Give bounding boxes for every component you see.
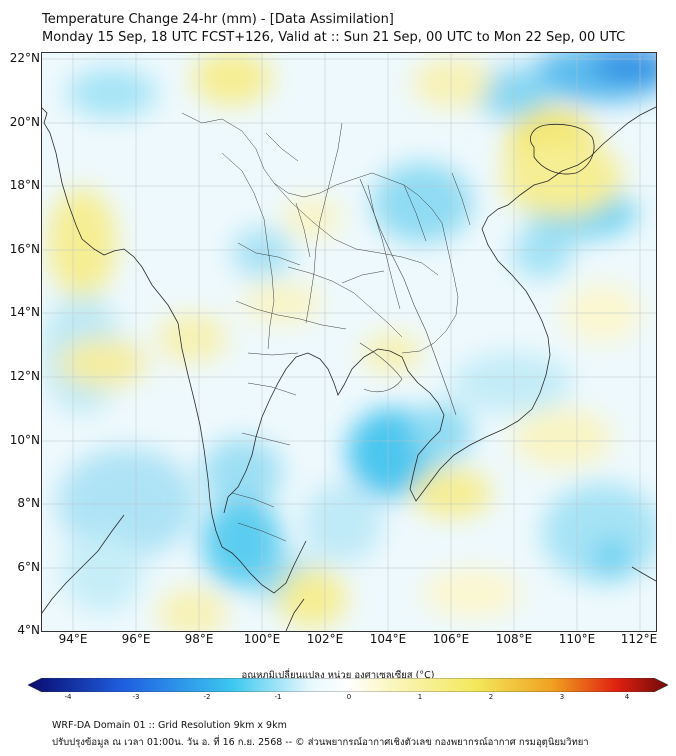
- lat-label: 14°N: [9, 305, 40, 319]
- admin-boundaries: [181, 112, 471, 542]
- chart-title: Temperature Change 24-hr (mm) - [Data As…: [42, 12, 394, 27]
- lat-label: 4°N: [17, 623, 40, 637]
- lon-label: 102°E: [306, 632, 344, 646]
- map-panel[interactable]: [41, 52, 657, 632]
- lon-label: 98°E: [184, 632, 214, 646]
- rivers: [359, 178, 457, 416]
- lat-label: 6°N: [17, 560, 40, 574]
- lon-label: 100°E: [243, 632, 281, 646]
- lon-label: 110°E: [558, 632, 596, 646]
- colorbar-tick-label: 4: [624, 693, 630, 701]
- colorbar-tick-label: 0: [346, 693, 352, 701]
- colorbar-tick-label: 1: [417, 693, 423, 701]
- footer-update-info: ปรับปรุงข้อมูล ณ เวลา 01:00น. วัน อ. ที่…: [52, 737, 589, 748]
- lat-label: 16°N: [9, 242, 40, 256]
- colorbar-title: อุณหภูมิเปลี่ยนแปลง หน่วย องศาเซลเซียส (…: [241, 670, 435, 681]
- chart-subtitle: Monday 15 Sep, 18 UTC FCST+126, Valid at…: [42, 30, 626, 45]
- lon-label: 106°E: [432, 632, 470, 646]
- colorbar: [28, 678, 668, 692]
- colorbar-tick-label: -3: [132, 693, 140, 701]
- lat-label: 18°N: [9, 178, 40, 192]
- temperature-change-map: [42, 53, 656, 631]
- lat-label: 22°N: [9, 51, 40, 65]
- lon-label: 108°E: [495, 632, 533, 646]
- colorbar-ramp: [28, 678, 668, 692]
- lat-label: 12°N: [9, 369, 40, 383]
- lon-label: 96°E: [121, 632, 151, 646]
- colorbar-tick-label: -2: [203, 693, 211, 701]
- lat-label: 20°N: [9, 115, 40, 129]
- lat-label: 10°N: [9, 433, 40, 447]
- lon-label: 94°E: [58, 632, 88, 646]
- lat-label: 8°N: [17, 496, 40, 510]
- colorbar-tick-label: 3: [559, 693, 565, 701]
- graticule: [42, 53, 656, 631]
- island-hainan: [530, 123, 595, 175]
- footer-model-info: WRF-DA Domain 01 :: Grid Resolution 9km …: [52, 720, 287, 731]
- lon-label: 104°E: [369, 632, 407, 646]
- coastline: [42, 106, 656, 631]
- colorbar-tick-label: -4: [64, 693, 72, 701]
- lon-label: 112°E: [620, 632, 658, 646]
- colorbar-tick-label: 2: [488, 693, 494, 701]
- colorbar-tick-label: -1: [274, 693, 282, 701]
